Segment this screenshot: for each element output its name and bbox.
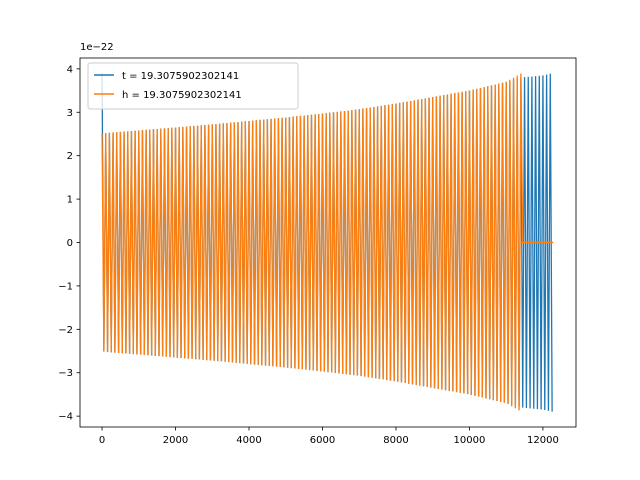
x-tick-label: 12000 [527, 435, 559, 446]
legend-box [87, 62, 299, 110]
series-2 [101, 73, 554, 411]
legend-entry: t = 19.3075902302141 [122, 71, 239, 82]
plot-area [101, 73, 554, 412]
y-tick-label: 0 [67, 238, 73, 249]
y-tick-label: −4 [58, 412, 73, 423]
x-tick-label: 8000 [383, 435, 408, 446]
x-tick-label: 0 [99, 435, 105, 446]
y-tick-label: −3 [58, 368, 73, 379]
x-tick-label: 2000 [163, 435, 188, 446]
x-tick-label: 10000 [454, 435, 486, 446]
x-axis: 0 2000 4000 6000 8000 10000 12000 [99, 427, 559, 446]
x-tick-label: 6000 [310, 435, 335, 446]
x-tick-label: 4000 [236, 435, 261, 446]
y-tick-label: 2 [67, 151, 73, 162]
y-offset-label: 1e−22 [80, 42, 114, 53]
y-tick-label: 3 [67, 108, 73, 119]
y-tick-label: −1 [58, 281, 73, 292]
y-tick-label: 1 [67, 195, 73, 206]
series-line [101, 73, 553, 411]
y-axis: −4 −3 −2 −1 0 1 2 3 4 [58, 64, 80, 423]
legend-entry: h = 19.3075902302141 [122, 90, 242, 101]
y-tick-label: −2 [58, 325, 73, 336]
legend: t = 19.3075902302141 h = 19.3075902302141 [87, 62, 299, 110]
y-tick-label: 4 [67, 64, 73, 75]
